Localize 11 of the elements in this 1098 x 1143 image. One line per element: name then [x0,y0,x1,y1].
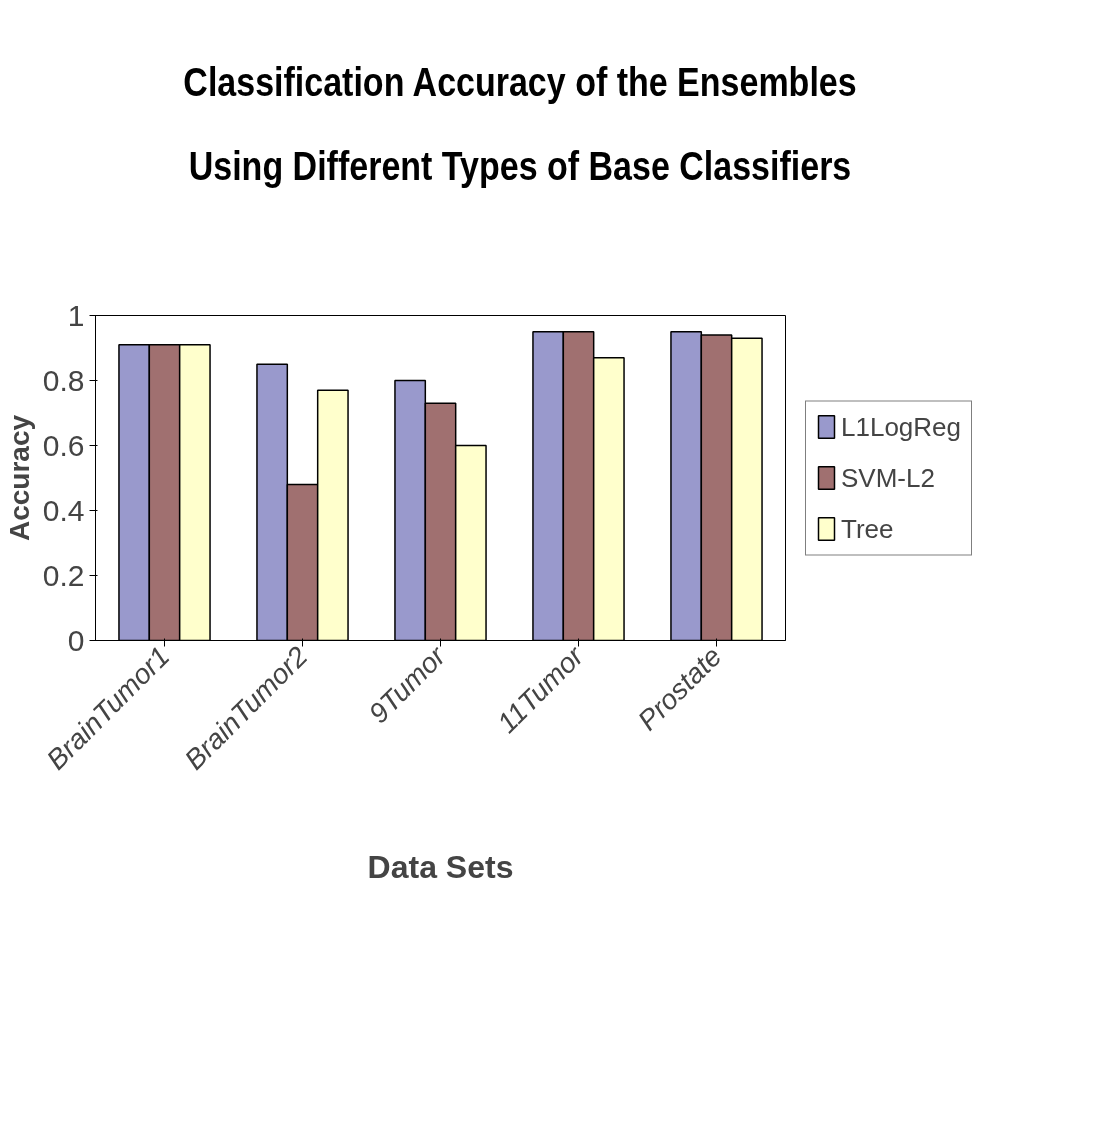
legend-label: SVM-L2 [841,462,935,493]
y-tick-label: 0.2 [42,558,85,592]
y-tick-label: 0.6 [42,428,85,462]
legend-label: Tree [841,513,894,544]
y-tick-label: 0.8 [42,363,85,397]
legend-label: L1LogReg [841,411,961,442]
y-axis-title: Accuracy [3,414,35,542]
x-axis-title: Data Sets [367,849,514,886]
chart-title: Classification Accuracy of the Ensembles Using Different Types of Base Classifiers [182,59,858,190]
y-tick-label: 1 [67,298,85,332]
y-tick-label: 0.4 [42,493,85,527]
